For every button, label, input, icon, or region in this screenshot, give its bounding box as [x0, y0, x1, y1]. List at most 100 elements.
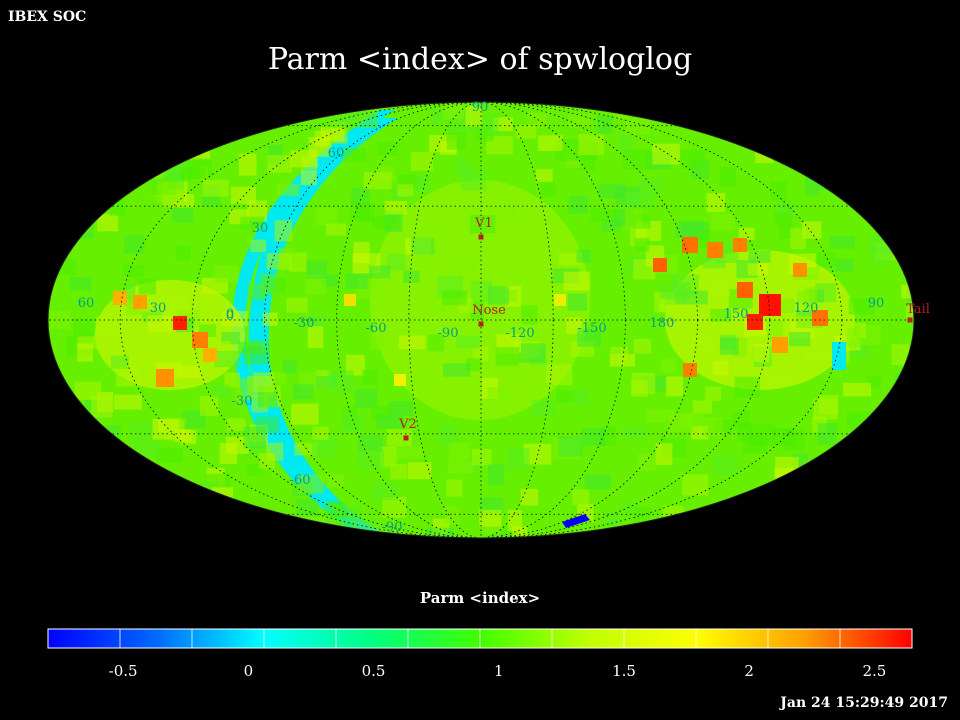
pixel-tile [376, 414, 405, 429]
pixel-tile [306, 260, 327, 280]
hot-spot [737, 282, 753, 298]
pixel-tile [771, 427, 795, 446]
pixel-tile [166, 292, 190, 315]
longitude-label: -30 [294, 316, 315, 331]
longitude-label: -120 [505, 326, 534, 341]
pixel-tile [471, 448, 492, 466]
pixel-tile [546, 364, 573, 386]
pixel-tile [576, 249, 592, 263]
pixel-tile [371, 482, 399, 501]
pixel-tile [292, 383, 314, 400]
pixel-tile [618, 134, 633, 153]
pixel-tile [631, 379, 648, 397]
colorbar-title: Parm <index> [419, 589, 541, 607]
pixel-tile [829, 235, 856, 249]
pixel-tile [802, 221, 822, 239]
pixel-tile [427, 334, 445, 352]
pixel-tile [577, 329, 602, 347]
pixel-tile [411, 237, 435, 255]
pixel-tile [487, 464, 505, 486]
v2-marker [403, 435, 409, 441]
hot-spot [113, 291, 127, 305]
pixel-tile [770, 181, 787, 201]
pixel-tile [622, 427, 647, 441]
longitude-label: -90 [438, 326, 459, 341]
pixel-tile [276, 183, 300, 196]
pixel-tile [250, 239, 267, 253]
pixel-tile [905, 300, 914, 319]
pixel-tile [398, 335, 426, 350]
pixel-tile [582, 428, 606, 446]
pixel-tile [703, 417, 723, 437]
latitude-label: -60 [290, 473, 311, 488]
colorbar-tick-label: 1.5 [612, 662, 636, 680]
pixel-tile [712, 454, 738, 475]
pixel-tile [238, 153, 257, 176]
pixel-tile [133, 441, 161, 458]
pixel-tile [181, 410, 206, 429]
cold-spot [832, 342, 846, 370]
pixel-tile [235, 378, 254, 400]
pixel-tile [555, 390, 577, 404]
pixel-tile [156, 447, 183, 463]
pixel-tile [578, 134, 604, 156]
pixel-tile [568, 195, 588, 215]
pixel-tile [356, 450, 384, 470]
pixel-tile [710, 309, 732, 322]
pixel-tile [444, 506, 460, 525]
pixel-tile [438, 424, 458, 446]
pixel-tile [763, 372, 791, 385]
pixel-tile [528, 112, 547, 129]
colorbar-tick-label: 1 [494, 662, 504, 680]
pixel-tile [456, 335, 480, 349]
hot-spot [203, 348, 217, 362]
pixel-tile [243, 346, 270, 365]
pixel-tile [465, 106, 482, 127]
pixel-tile [471, 280, 492, 303]
pixel-tile [661, 358, 677, 374]
pixel-tile [817, 423, 838, 445]
pixel-tile [403, 270, 420, 283]
colorbar-tick-label: 0.5 [361, 662, 386, 680]
pixel-tile [262, 312, 278, 326]
pixel-tile [73, 318, 94, 337]
pixel-tile [124, 235, 145, 254]
pixel-tile [869, 245, 894, 264]
pixel-tile [789, 332, 811, 347]
pixel-tile [488, 286, 510, 305]
pixel-tile [655, 443, 673, 466]
pixel-tile [598, 184, 626, 199]
pixel-tile [747, 263, 769, 276]
pixel-tile [350, 111, 379, 129]
hot-spot [707, 242, 723, 258]
pixel-tile [705, 386, 722, 401]
pixel-tile [312, 426, 329, 440]
pixel-tile [719, 337, 739, 355]
pixel-tile [446, 479, 463, 497]
pixel-tile [567, 293, 588, 312]
longitude-label: 0 [226, 307, 234, 322]
pixel-tile [362, 370, 378, 386]
longitude-label: 150 [724, 307, 749, 322]
latitude-label: 0 [226, 309, 234, 324]
pixel-tile [692, 400, 713, 414]
pixel-tile [345, 354, 365, 376]
pixel-tile [512, 526, 528, 538]
meridian-line [264, 102, 698, 538]
pixel-tile [138, 278, 156, 295]
hot-spot [133, 295, 147, 309]
latitude-label: 90 [472, 100, 489, 115]
pixel-tile [70, 276, 92, 291]
v1-label: V1 [474, 216, 493, 231]
longitude-label: 30 [150, 301, 167, 316]
pixel-tile [446, 131, 467, 150]
pixel-tile [129, 422, 153, 443]
pixel-tile [610, 346, 629, 364]
pixel-tile [563, 271, 591, 291]
tail-label: Tail [906, 302, 930, 317]
pixel-tile [397, 184, 414, 197]
plot-title: Parm <index> of spwloglog [267, 42, 693, 77]
hot-spot [173, 316, 187, 330]
pixel-tile [535, 169, 553, 182]
